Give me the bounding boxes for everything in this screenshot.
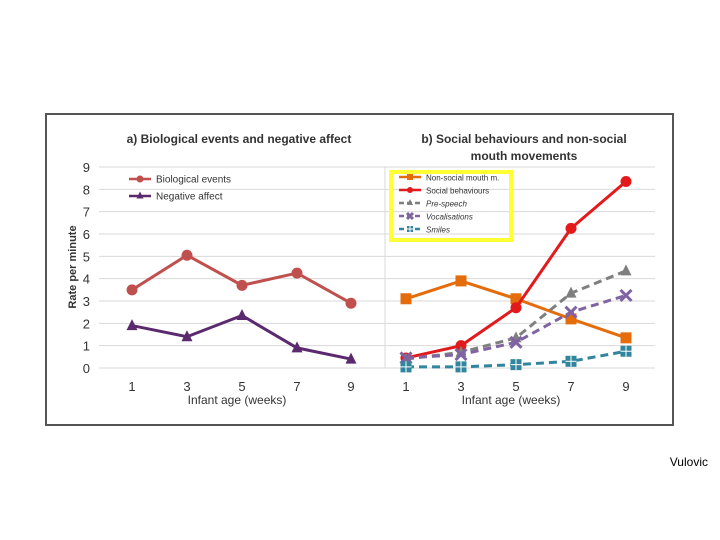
data-point [291,341,303,353]
data-point [291,267,303,279]
legend-label: Negative affect [156,192,223,203]
y-tick-label: 9 [83,160,90,175]
y-axis-label: Rate per minute [67,225,79,308]
x-axis-label: Infant age (weeks) [462,393,561,407]
legend-label: Vocalisations [426,213,473,222]
chart-title: b) Social behaviours and non-social [421,132,626,146]
data-point [509,335,523,349]
credit-text: Vulovic [669,455,708,469]
legend-label: Non-social mouth m. [426,174,499,183]
data-point [345,297,357,309]
data-point [620,345,632,357]
legend-marker [407,199,413,205]
data-point [565,313,577,325]
x-tick-label: 1 [402,379,409,394]
data-point [455,275,467,287]
chart-title-line2: mouth movements [471,149,578,163]
y-tick-label: 4 [83,272,90,287]
data-point [565,222,577,234]
data-point [620,264,632,276]
data-point [510,293,522,305]
series-line [131,253,352,305]
legend-marker [136,175,144,183]
data-point [181,249,193,261]
y-tick-label: 7 [83,205,90,220]
x-tick-label: 5 [512,379,519,394]
data-point [400,361,412,373]
y-tick-label: 8 [83,182,90,197]
legend-marker [407,187,413,193]
data-point [454,348,468,362]
data-point [455,340,467,352]
legend-marker [405,211,415,221]
data-point [565,355,577,367]
x-tick-label: 3 [457,379,464,394]
data-point [126,319,138,331]
legend-marker [407,174,413,180]
legend-label: Biological events [156,175,231,186]
data-point [345,352,357,364]
chart-title: a) Biological events and negative affect [127,132,352,146]
data-point [181,330,193,342]
y-tick-label: 5 [83,249,90,264]
figure-panel: 0 1 2 3 4 5 6 7 8 9 Rate per minute a) Biological e… [45,113,674,426]
data-point [236,309,248,321]
legend-label: Smiles [426,226,450,235]
x-tick-label: 9 [347,379,354,394]
legend-marker [407,226,413,232]
series-line [405,269,627,361]
legend-label: Pre-speech [426,200,467,209]
x-axis-label: Infant age (weeks) [188,393,287,407]
data-point [565,286,577,298]
x-tick-label: 7 [293,379,300,394]
y-tick-label: 0 [83,361,90,376]
data-point [400,293,412,305]
x-tick-label: 3 [183,379,190,394]
data-point [510,359,522,371]
x-tick-label: 7 [567,379,574,394]
data-point [455,361,467,373]
y-tick-label: 1 [83,339,90,354]
data-point [619,288,633,302]
y-tick-label: 2 [83,316,90,331]
data-point [510,302,522,314]
y-tick-label: 3 [83,294,90,309]
data-point [236,279,248,291]
data-point [126,284,138,296]
legend-label: Social behaviours [426,187,489,196]
data-point [620,332,632,344]
x-tick-label: 1 [128,379,135,394]
x-tick-label: 9 [622,379,629,394]
series-line [131,313,352,361]
legend-highlight-box [389,170,513,242]
data-point [620,176,632,188]
x-tick-label: 5 [238,379,245,394]
data-point [564,305,578,319]
y-tick-label: 6 [83,227,90,242]
legend-marker [136,191,144,199]
chart-svg: 0 1 2 3 4 5 6 7 8 9 Rate per minute a) Biological e… [67,132,655,407]
